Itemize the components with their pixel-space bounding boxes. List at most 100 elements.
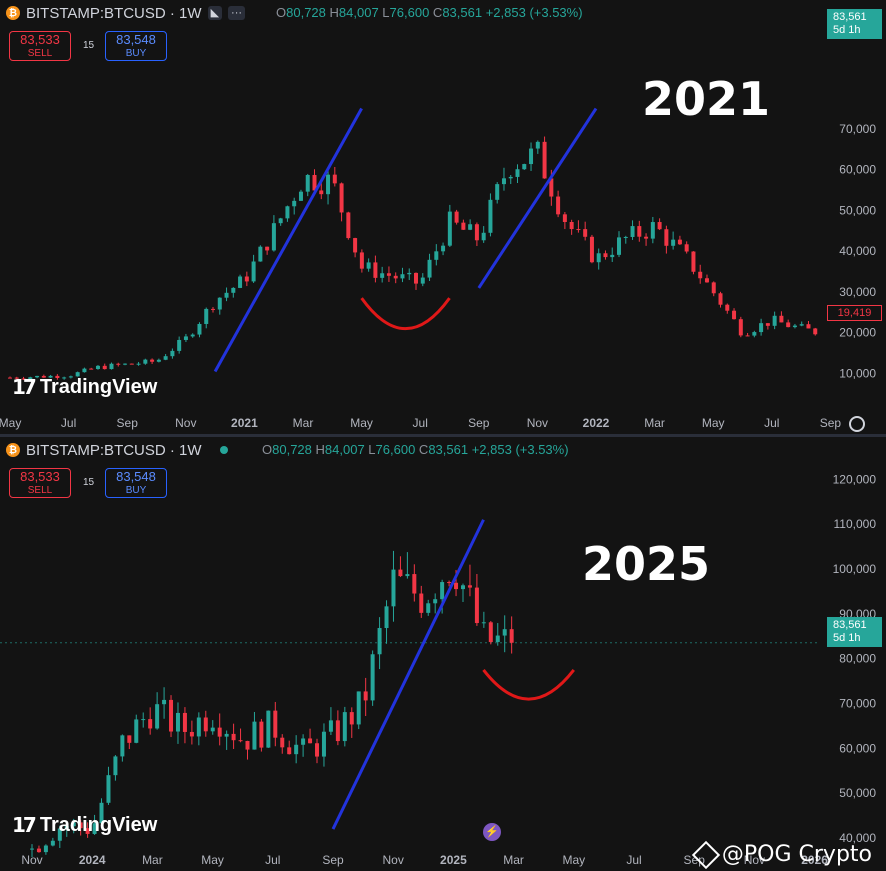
candle-down	[542, 141, 547, 179]
candle-up	[294, 744, 299, 755]
candle-down	[461, 222, 466, 230]
candle-down	[813, 328, 818, 335]
candle-up	[106, 775, 111, 803]
candle-up	[610, 254, 615, 258]
x-tick-label: Nov	[175, 416, 196, 430]
candle-down	[684, 244, 689, 252]
candle-down	[637, 226, 642, 237]
candle-up	[650, 222, 655, 239]
author-watermark: @POG Crypto	[691, 840, 872, 869]
candle-down	[414, 272, 419, 284]
candle-down	[129, 363, 134, 365]
tradingview-mark-icon: 17	[12, 375, 37, 399]
candle-up	[252, 721, 257, 750]
candle-up	[170, 350, 175, 357]
candle-up	[57, 828, 62, 841]
candle-down	[806, 324, 811, 329]
buy-button[interactable]: 83,548 BUY	[105, 31, 167, 61]
bitcoin-icon: ₿	[6, 6, 20, 20]
candle-up	[596, 253, 601, 263]
symbol-label[interactable]: BITSTAMP:BTCUSD · 1W	[26, 441, 202, 459]
candle-down	[691, 251, 696, 272]
candle-up	[380, 273, 385, 278]
x-tick-label: Jul	[413, 416, 428, 430]
candle-down	[102, 365, 107, 370]
y-tick-label: 10,000	[839, 367, 876, 381]
x-tick-label: Nov	[527, 416, 548, 430]
x-tick-label: Sep	[684, 853, 706, 867]
candle-up	[772, 315, 777, 326]
candle-down	[148, 719, 153, 729]
candle-up	[92, 823, 97, 834]
sell-button[interactable]: 83,533 SELL	[9, 31, 71, 61]
candle-down	[562, 214, 567, 222]
candle-down	[359, 252, 364, 269]
candle-up	[162, 699, 167, 705]
candle-up	[400, 274, 405, 279]
candle-up	[99, 802, 104, 824]
candle-up	[440, 582, 445, 600]
candle-up	[224, 292, 229, 298]
candle-down	[569, 221, 574, 230]
candle-down	[203, 717, 208, 732]
candle-down	[41, 375, 46, 378]
candle-up	[71, 822, 76, 827]
candle-up	[278, 218, 283, 224]
candle-up	[447, 211, 452, 246]
candle-up	[434, 251, 439, 260]
more-options-icon[interactable]: ···	[228, 6, 246, 20]
candle-down	[657, 222, 662, 230]
candle-down	[419, 593, 424, 613]
candle-up	[35, 375, 40, 378]
candle-up	[292, 200, 297, 207]
candle-up	[427, 259, 432, 278]
candle-down	[335, 720, 340, 742]
candle-down	[704, 278, 709, 283]
market-status-icon	[219, 446, 228, 454]
spread-value: 15	[83, 40, 95, 51]
candle-down	[447, 582, 452, 584]
x-tick-label: Mar	[142, 853, 163, 867]
candle-down	[182, 712, 187, 732]
candle-up	[95, 365, 100, 369]
candle-down	[786, 322, 791, 328]
candle-up	[328, 720, 333, 732]
x-tick-label: Jul	[61, 416, 76, 430]
candle-down	[509, 629, 514, 643]
candle-up	[508, 176, 513, 179]
buy-button[interactable]: 83,548 BUY	[105, 468, 167, 498]
candle-up	[405, 574, 410, 577]
candle-down	[116, 363, 121, 365]
candle-down	[583, 229, 588, 237]
candle-up	[384, 606, 389, 629]
symbol-header[interactable]: ₿ BITSTAMP:BTCUSD · 1W ◣ ···	[6, 4, 246, 22]
candle-down	[189, 731, 194, 737]
candle-down	[308, 738, 313, 744]
candle-down	[319, 190, 324, 195]
x-tick-label: Nov	[21, 853, 42, 867]
flag-icon[interactable]: ◣	[207, 6, 223, 20]
candle-up	[468, 224, 473, 230]
settings-gear-icon[interactable]	[849, 416, 865, 432]
lightning-icon[interactable]: ⚡	[483, 823, 501, 841]
x-tick-label: Sep	[322, 853, 344, 867]
y-tick-label: 100,000	[833, 562, 877, 576]
candle-up	[134, 719, 139, 743]
symbol-header[interactable]: ₿ BITSTAMP:BTCUSD · 1W	[6, 441, 228, 459]
candle-up	[535, 141, 540, 149]
y-tick-label: 50,000	[839, 203, 876, 217]
y-tick-label: 20,000	[839, 326, 876, 340]
symbol-label[interactable]: BITSTAMP:BTCUSD · 1W	[26, 4, 202, 22]
candle-down	[231, 733, 236, 741]
x-tick-label: May	[0, 416, 21, 430]
last-price-tag: 19,419	[827, 305, 882, 321]
candle-down	[725, 304, 730, 311]
candle-up	[356, 691, 361, 725]
candle-up	[224, 733, 229, 737]
candle-down	[89, 368, 94, 370]
candle-up	[271, 223, 276, 251]
x-tick-label: Sep	[820, 416, 842, 430]
sell-button[interactable]: 83,533 SELL	[9, 468, 71, 498]
candle-down	[454, 211, 459, 223]
x-tick-label: Sep	[468, 416, 490, 430]
